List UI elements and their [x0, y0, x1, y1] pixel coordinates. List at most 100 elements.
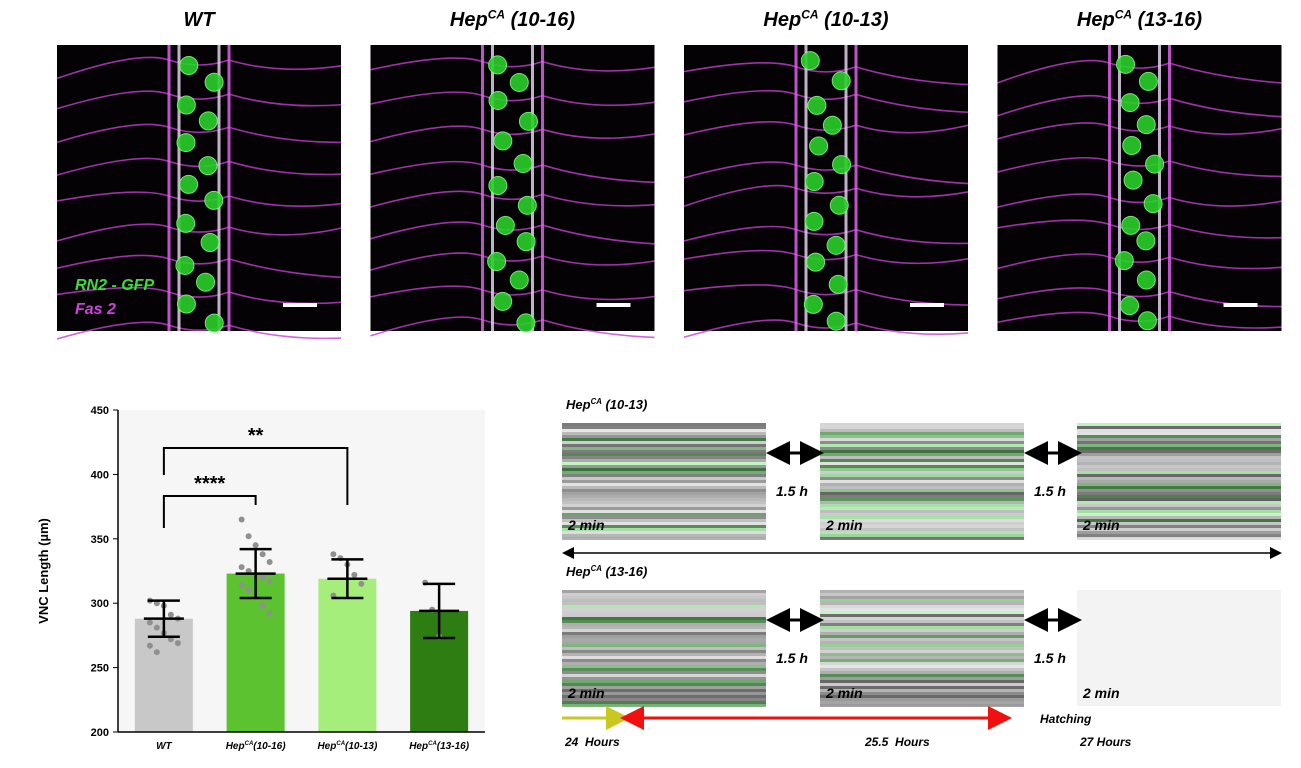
kymograph-stripe — [562, 590, 766, 593]
neuron — [828, 274, 848, 294]
kymograph-stripe — [820, 638, 1024, 641]
data-point — [245, 533, 252, 540]
neuron — [1122, 135, 1142, 155]
kymograph-stripe — [820, 507, 1024, 510]
kymograph-stripe — [1077, 444, 1281, 447]
significance: **** — [194, 473, 225, 495]
bracket — [162, 447, 349, 505]
neuron — [826, 235, 846, 255]
label-suffix: (10-16) — [253, 741, 286, 752]
neuron — [1123, 170, 1143, 190]
kymograph-stripe — [820, 447, 1024, 450]
data-point — [245, 587, 252, 594]
kymograph-stripe — [562, 656, 766, 659]
data-point — [259, 574, 266, 581]
kymograph-stripe — [820, 635, 1024, 638]
kymograph-stripe — [562, 659, 766, 662]
label-base: WT — [183, 9, 216, 31]
nerve — [683, 62, 969, 86]
kymograph-stripe — [820, 683, 1024, 686]
neuron — [176, 213, 196, 233]
kymograph-stripe — [820, 650, 1024, 653]
kymograph-stripe — [562, 501, 766, 504]
nerve — [997, 193, 1282, 208]
data-point — [259, 602, 266, 609]
label-superscript: CA — [245, 741, 254, 747]
neuron — [1136, 231, 1156, 251]
neuron — [806, 252, 826, 272]
neuron — [1138, 71, 1158, 91]
kymograph-stripe — [562, 617, 766, 620]
kymograph-stripe — [562, 510, 766, 513]
label-superscript: CA — [591, 564, 603, 573]
kymograph-stripe — [820, 623, 1024, 626]
kymograph-stripe — [562, 668, 766, 671]
kymograph-stripe — [1077, 477, 1281, 480]
neuron — [807, 95, 827, 115]
neuron — [488, 55, 508, 75]
nerve — [683, 89, 969, 114]
kymograph-stripe — [820, 432, 1024, 435]
label-suffix: (10-13) — [345, 741, 378, 752]
kymograph-stripe — [820, 522, 1024, 525]
kymograph-stripe — [820, 516, 1024, 519]
data-point — [146, 619, 153, 626]
nerve — [370, 285, 655, 301]
kymograph-stripe — [820, 492, 1024, 495]
kymograph-stripe — [1077, 456, 1281, 459]
neuron — [1120, 93, 1140, 113]
kymograph-stripe — [820, 537, 1024, 540]
kymograph-stripe — [820, 480, 1024, 483]
kymograph-stripe — [820, 477, 1024, 480]
kymograph-stripe — [1077, 438, 1281, 441]
neuron — [495, 215, 515, 235]
kymograph-stripe — [820, 471, 1024, 474]
neuron — [803, 294, 823, 314]
kymograph-stripe — [1077, 528, 1281, 531]
kymograph-stripe — [562, 489, 766, 492]
kymograph-stripe — [820, 423, 1024, 426]
kymograph-stripe — [820, 525, 1024, 528]
kymograph-stripe — [562, 701, 766, 704]
kymograph-stripe — [820, 668, 1024, 671]
kymograph-stripe — [562, 480, 766, 483]
neuron — [176, 133, 196, 153]
neuron — [1114, 251, 1134, 271]
kymograph-stripe — [562, 692, 766, 695]
panel-title: WT — [183, 9, 216, 31]
nerve — [997, 157, 1282, 178]
interval-label: 1.5 h — [1034, 650, 1066, 666]
kymograph-stripe — [562, 698, 766, 701]
neuron — [175, 255, 195, 275]
kymograph-stripe — [562, 456, 766, 459]
kymograph-stripe — [562, 644, 766, 647]
kymograph-stripe — [820, 614, 1024, 617]
label-superscript: CA — [1115, 7, 1132, 21]
nerve — [370, 316, 655, 339]
kymograph-stripe — [820, 534, 1024, 537]
kymograph-stripe — [1077, 447, 1281, 450]
kymograph-stripe — [820, 701, 1024, 704]
kymograph-stripe — [562, 528, 766, 531]
kymograph-stripe — [1077, 486, 1281, 489]
kymograph-stripe — [1077, 471, 1281, 474]
kymograph-stripe — [562, 671, 766, 674]
kymograph-stripe — [562, 599, 766, 602]
neuron — [804, 211, 824, 231]
kymograph-stripe — [562, 486, 766, 489]
nerve — [997, 253, 1282, 270]
neuron — [1121, 215, 1141, 235]
kymograph-stripe — [562, 423, 766, 426]
kymograph-stripe — [562, 683, 766, 686]
neuron — [204, 72, 224, 92]
kymograph-stripe — [562, 471, 766, 474]
neuron — [513, 154, 533, 174]
micrograph — [997, 45, 1282, 331]
kymograph-stripe — [562, 504, 766, 507]
bracket — [162, 495, 257, 528]
label-superscript: CA — [591, 397, 603, 406]
neuron — [1120, 296, 1140, 316]
neuron — [829, 195, 849, 215]
label-suffix: (13-16) — [602, 564, 648, 579]
kymograph-stripe — [562, 441, 766, 444]
